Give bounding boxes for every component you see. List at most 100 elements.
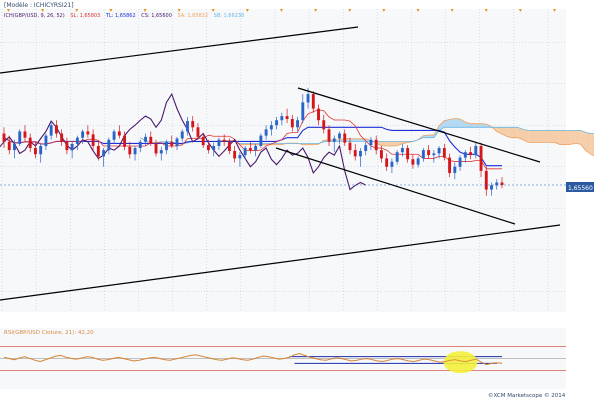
copyright-text: ©XCM Marketscope © 2014 — [488, 392, 566, 399]
candle-body — [464, 152, 467, 157]
candle-body — [8, 142, 11, 150]
legend-tl: TL: 1,65862 — [105, 13, 136, 19]
candle-body — [212, 146, 215, 150]
cloud-segment — [387, 141, 392, 146]
cloud-segment — [549, 130, 554, 142]
candle-body — [280, 116, 283, 120]
candle-body — [453, 167, 456, 173]
candle-body — [60, 134, 63, 142]
candle-body — [406, 148, 409, 159]
candle-body — [390, 162, 393, 167]
candle-body — [338, 134, 341, 139]
candle-body — [18, 131, 21, 143]
candle-body — [349, 143, 352, 150]
candle-body — [207, 145, 210, 150]
candle-body — [191, 121, 194, 127]
candle-body — [474, 146, 477, 155]
rsi-legend: RSI(GBP/USD Cloture, 21): 42,20 — [4, 330, 94, 336]
candle-body — [113, 131, 116, 139]
candle-body — [359, 151, 362, 156]
candle-body — [244, 148, 247, 155]
candle-body — [301, 102, 304, 120]
candle-body — [24, 131, 27, 137]
candle-body — [44, 136, 47, 146]
cloud-segment — [544, 130, 549, 142]
ichimoku-legend: ICH(GBP/USD, 9, 26, 52) SL: 1,65803 TL: … — [4, 13, 244, 19]
candle-body — [233, 151, 236, 158]
candle-body — [459, 158, 462, 167]
candle-body — [249, 148, 252, 150]
candle-body — [501, 182, 504, 184]
candle-body — [275, 120, 278, 125]
candle-body — [480, 146, 483, 171]
candle-body — [312, 94, 315, 109]
candle-body — [118, 131, 121, 135]
candle-body — [228, 142, 231, 151]
candle-body — [65, 142, 68, 150]
candle-body — [155, 144, 158, 154]
candle-body — [223, 140, 226, 142]
candle-body — [490, 185, 493, 189]
candle-body — [317, 109, 320, 121]
cloud-segment — [570, 130, 575, 144]
cloud-segment — [381, 141, 386, 146]
candle-body — [411, 159, 414, 164]
candle-body — [364, 145, 367, 151]
candle-body — [328, 129, 331, 141]
candle-body — [97, 146, 100, 156]
candle-body — [102, 150, 105, 156]
candle-body — [170, 142, 173, 146]
candle-body — [254, 146, 257, 150]
cloud-segment — [575, 130, 580, 144]
candle-body — [354, 150, 357, 156]
candle-body — [385, 158, 388, 166]
rsi-highlight-ellipse — [444, 351, 478, 373]
candle-body — [448, 158, 451, 173]
candle-body — [417, 158, 420, 164]
candle-body — [144, 137, 147, 142]
candle-body — [438, 148, 441, 153]
legend-sb: SB: 1,66238 — [214, 13, 245, 19]
cloud-segment — [512, 127, 517, 137]
cloud-segment — [533, 130, 538, 142]
candle-body — [92, 134, 95, 146]
candle-body — [370, 140, 373, 145]
candle-body — [296, 120, 299, 127]
candle-body — [181, 131, 184, 138]
candle-body — [291, 119, 294, 127]
candle-body — [286, 116, 289, 119]
candle-body — [217, 140, 220, 146]
candle-body — [396, 152, 399, 162]
candle-body — [149, 137, 152, 144]
candle-body — [123, 136, 126, 147]
candle-body — [422, 150, 425, 158]
cloud-segment — [560, 130, 565, 144]
candle-body — [401, 148, 404, 152]
candle-body — [380, 150, 383, 158]
legend-name: ICH(GBP/USD, 9, 26, 52) — [4, 13, 65, 19]
legend-sa: SA: 1,65832 — [177, 13, 208, 19]
candle-body — [86, 131, 89, 134]
cloud-segment — [528, 130, 533, 142]
candle-body — [186, 121, 189, 131]
candle-body — [29, 138, 32, 148]
legend-cs: CS: 1,65600 — [141, 13, 172, 19]
candle-body — [50, 125, 53, 135]
candle-body — [443, 148, 446, 158]
candle-body — [197, 127, 200, 137]
candle-body — [55, 125, 58, 133]
candle-body — [485, 171, 488, 190]
template-label: [Modèle : ICHICYRSI21] — [4, 2, 74, 9]
candle-body — [139, 142, 142, 148]
cloud-segment — [565, 130, 570, 144]
candle-body — [160, 150, 163, 153]
cloud-segment — [392, 141, 397, 146]
candle-body — [265, 129, 268, 135]
candle-body — [165, 142, 168, 150]
candle-body — [34, 148, 37, 154]
candle-body — [307, 94, 310, 102]
candle-body — [134, 148, 137, 154]
candle-body — [3, 134, 6, 142]
